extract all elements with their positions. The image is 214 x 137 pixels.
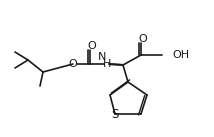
- Text: O: O: [69, 59, 77, 69]
- Text: S: S: [111, 108, 119, 121]
- Text: H: H: [103, 59, 111, 69]
- Text: O: O: [139, 34, 147, 44]
- Text: OH: OH: [172, 50, 189, 60]
- Text: O: O: [88, 41, 96, 51]
- Text: N: N: [98, 52, 106, 62]
